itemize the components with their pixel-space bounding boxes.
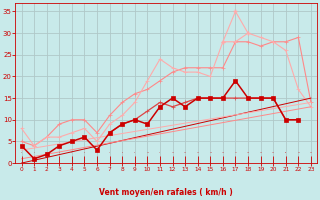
X-axis label: Vent moyen/en rafales ( km/h ): Vent moyen/en rafales ( km/h ) — [100, 188, 233, 197]
